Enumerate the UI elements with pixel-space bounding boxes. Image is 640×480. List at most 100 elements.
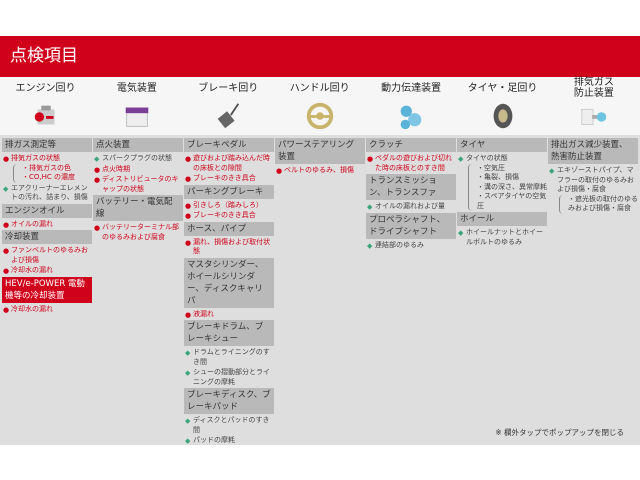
sub-item: ・遮光板の取付のゆるみおよび損傷・腐食 — [568, 194, 638, 213]
red-circle-bullet-icon: ● — [3, 155, 10, 163]
inspection-panel: ※ 欄外タップでポップアップを閉じる 排ガス測定等 ● 排気ガスの状態 ・排気ガスの色… — [0, 135, 640, 445]
check-item-text: ペダルの遊びおよび切れた時の床板とのすき間 — [375, 154, 452, 172]
check-item: ● 排気ガスの状態 ・排気ガスの色 ・CO,HC の濃度 — [2, 154, 92, 183]
check-item: ◆ エアクリーナーエレメントの汚れ、詰まり、損傷 — [2, 184, 92, 203]
check-item: ● ベルトのゆるみ、損傷 — [275, 166, 365, 176]
check-item: ◆ ドラムとライニングのすき間 — [184, 348, 274, 367]
column-3: ブレーキペダル ● 遊びおよび踏み込んだ時の床板との隙間 ● ブレーキのきき具合 パーキン… — [184, 137, 274, 447]
red-circle-bullet-icon: ● — [276, 167, 283, 175]
check-item: ● バッテリーターミナル部のゆるみおよび腐食 — [93, 223, 183, 242]
check-item-text: ベルトのゆるみ、損傷 — [284, 166, 354, 174]
section-header: パワーステアリング装置 — [275, 138, 365, 164]
brake-pedal-icon — [217, 103, 240, 129]
check-item-text: バッテリーターミナル部のゆるみおよび腐食 — [102, 223, 179, 241]
column-1: 排ガス測定等 ● 排気ガスの状態 ・排気ガスの色 ・CO,HC の濃度 ◆ エアクリーナーエ… — [2, 137, 92, 315]
check-item: ◆ パッドの摩耗 — [184, 436, 274, 446]
sub-list: ・排気ガスの色 ・CO,HC の濃度 — [13, 163, 92, 183]
green-diamond-bullet-icon: ◆ — [3, 184, 9, 193]
section-header: マスタシリンダー、ホイールシリンダー、ディスクキャリパ — [184, 257, 274, 308]
section-header: 排出ガス減少装置、熱害防止装置 — [548, 138, 638, 164]
engine-icon — [34, 105, 54, 125]
page-title: 点検項目 — [10, 46, 78, 66]
check-item: ● オイルの漏れ — [2, 220, 92, 230]
category-3: ブレーキ回り — [183, 77, 274, 135]
section-header: タイヤ — [457, 138, 547, 152]
section-header: トランスミッション、トランスファ — [366, 174, 456, 200]
check-item-text: 冷却水の漏れ — [11, 266, 53, 274]
check-item: ◆ タイヤの状態 ・空気圧 ・亀裂、損傷 ・溝の深さ、異常摩耗 ・スペアタイヤの空気圧 — [457, 154, 547, 211]
check-item: ● ファンベルトのゆるみおよび損傷 — [2, 246, 92, 265]
section-header: パーキングブレーキ — [184, 184, 274, 199]
green-diamond-bullet-icon: ◆ — [185, 349, 191, 357]
check-item: ● 漏れ、損傷および取付状態 — [184, 238, 274, 257]
section-header: 点火装置 — [93, 138, 183, 152]
sub-list: ・遮光板の取付のゆるみおよび損傷・腐食 — [559, 194, 638, 214]
section-header: ホース、パイプ — [184, 221, 274, 236]
check-item-text: 排気ガスの状態 — [11, 154, 60, 162]
sub-item: ・排気ガスの色 — [22, 163, 71, 172]
column-7: 排出ガス減少装置、熱害防止装置 ◆ エキゾーストパイプ、マフラーの取付のゆるみおよび… — [548, 137, 638, 215]
check-item: ◆ オイルの漏れおよび量 — [366, 202, 456, 212]
category-row: エンジン回り 電気装置 ブレーキ回り ハンドル回り 動力伝達装置 タイヤ・足回り 排気ガス … — [0, 77, 640, 135]
column-6: タイヤ ◆ タイヤの状態 ・空気圧 ・亀裂、損傷 ・溝の深さ、異常摩耗 ・スペアタイヤの空気… — [457, 137, 547, 248]
section-header: HEV/e-POWER 電動機等の冷却装置 — [2, 276, 92, 303]
sub-item: ・スペアタイヤの空気圧 — [477, 192, 547, 210]
steering-wheel-icon — [306, 102, 333, 130]
exhaust-icon — [581, 108, 607, 125]
battery-icon — [125, 107, 149, 127]
category-4: ハンドル回り — [274, 77, 365, 135]
category-label: 排気ガス 防止装置 — [573, 77, 614, 99]
category-label: ブレーキ回り — [198, 82, 259, 94]
check-item-text: 液漏れ — [193, 309, 214, 318]
sub-item: ・亀裂、損傷 — [477, 173, 519, 181]
check-item-text: パッドの摩耗 — [193, 436, 235, 444]
check-item-text: 冷却水の漏れ — [11, 304, 53, 313]
section-header: エンジンオイル — [2, 203, 92, 218]
check-item: ● ブレーキのきき具合 — [184, 174, 274, 184]
check-item: ● 遊びおよび踏み込んだ時の床板との隙間 — [184, 154, 274, 173]
check-item: ● ディストリビュータのキャップの状態 — [93, 175, 183, 194]
category-2: 電気装置 — [91, 77, 182, 135]
check-item-text: 引きしろ（踏みしろ） — [193, 200, 263, 209]
sub-item: ・CO,HC の濃度 — [22, 173, 75, 181]
category-label: タイヤ・足回り — [467, 82, 538, 94]
section-header: ブレーキドラム、ブレーキシュー — [184, 320, 274, 346]
check-item-text: 連結部のゆるみ — [375, 240, 424, 249]
check-item-text: シューの摺動部分とライニングの摩耗 — [193, 368, 270, 386]
green-diamond-bullet-icon: ◆ — [185, 417, 191, 425]
tire-icon — [493, 103, 512, 129]
check-item-text: スパークプラグの状態 — [102, 154, 172, 162]
green-diamond-bullet-icon: ◆ — [185, 369, 191, 377]
red-circle-bullet-icon: ● — [94, 224, 101, 232]
check-item: ◆ シューの摺動部分とライニングの摩耗 — [184, 368, 274, 387]
check-item: ● 引きしろ（踏みしろ） — [184, 201, 274, 211]
section-header: ブレーキペダル — [184, 138, 274, 152]
red-circle-bullet-icon: ● — [185, 175, 192, 183]
green-diamond-bullet-icon: ◆ — [458, 229, 464, 237]
check-item-text: ブレーキのきき具合 — [193, 174, 256, 182]
section-header: バッテリー・電気配線 — [93, 195, 183, 221]
red-circle-bullet-icon: ● — [3, 267, 10, 275]
red-circle-bullet-icon: ● — [185, 212, 192, 220]
check-item: ● 点火時期 — [93, 165, 183, 175]
check-item: ◆ ホイールナットとホイールボルトのゆるみ — [457, 228, 547, 247]
category-label: エンジン回り — [15, 82, 76, 94]
green-diamond-bullet-icon: ◆ — [367, 241, 373, 250]
check-item: ● 液漏れ — [184, 310, 274, 320]
category-label: ハンドル回り — [289, 82, 350, 94]
category-5: 動力伝達装置 — [366, 77, 457, 135]
column-4: パワーステアリング装置 ● ベルトのゆるみ、損傷 — [275, 137, 365, 177]
red-circle-bullet-icon: ● — [3, 220, 10, 229]
red-circle-bullet-icon: ● — [185, 201, 192, 210]
close-hint: ※ 欄外タップでポップアップを閉じる — [495, 428, 624, 437]
check-item-text: オイルの漏れ — [11, 219, 53, 228]
green-diamond-bullet-icon: ◆ — [367, 203, 373, 211]
check-item-text: タイヤの状態 — [466, 154, 508, 162]
check-item-text: 点火時期 — [102, 164, 130, 173]
check-item: ● 冷却水の漏れ — [2, 305, 92, 315]
category-label: 電気装置 — [116, 82, 157, 94]
check-item: ◆ スパークプラグの状態 — [93, 154, 183, 164]
section-header: ブレーキディスク、ブレーキパッド — [184, 388, 274, 414]
check-item: ● ペダルの遊びおよび切れた時の床板とのすき間 — [366, 154, 456, 173]
green-diamond-bullet-icon: ◆ — [185, 437, 191, 445]
